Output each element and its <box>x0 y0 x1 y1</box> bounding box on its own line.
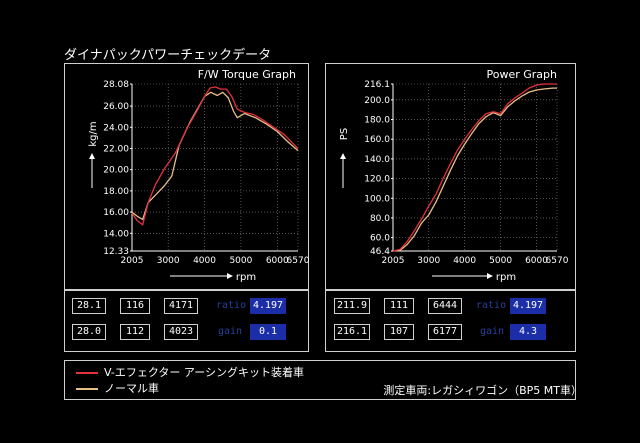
torque-x-axis-label: rpm <box>236 272 256 283</box>
power-series-modified <box>392 83 557 252</box>
page-title: ダイナパックパワーチェックデータ <box>64 48 272 63</box>
power-chart-title: Power Graph <box>487 68 558 81</box>
torque-y-tick-label: 14.00 <box>103 229 129 239</box>
torque-y-tick-label: 12.33 <box>103 247 129 257</box>
power-x-axis-label: rpm <box>496 272 516 283</box>
power-x-tick-label: 6570 <box>546 256 569 266</box>
legend-line-modified <box>76 372 98 374</box>
torque-y-tick-label: 16.00 <box>103 208 129 218</box>
power-series-stock <box>392 87 557 252</box>
power-peak-value: 216.1 <box>334 324 370 340</box>
power-y-tick-label: 120.0 <box>364 175 390 185</box>
torque-x-tick-label: 4000 <box>193 256 216 266</box>
power-gain-label: gain <box>480 326 505 337</box>
power-x-tick-label: 2005 <box>382 256 405 266</box>
power-y-tick-label: 140.0 <box>364 155 390 165</box>
power-gear-value: 111 <box>384 298 414 314</box>
power-y-tick-label: 160.0 <box>364 135 390 145</box>
power-rpm-value: 6177 <box>428 324 462 340</box>
power-ratio-label: ratio <box>476 300 507 311</box>
torque-gain-value: 0.1 <box>250 324 286 340</box>
torque-rpm-value: 4023 <box>164 324 198 340</box>
power-x-tick-label: 6000 <box>525 256 548 266</box>
vehicle-note: 測定車両:レガシィワゴン（BP5 MT車） <box>383 384 582 397</box>
power-y-tick-label: 100.0 <box>364 194 390 204</box>
torque-y-arrow-head <box>89 153 95 159</box>
torque-x-arrow-head <box>227 273 233 279</box>
torque-x-tick-label: 2005 <box>121 256 144 266</box>
legend-panel <box>64 360 576 400</box>
torque-y-tick-label: 22.00 <box>103 144 129 154</box>
torque-y-tick-label: 18.00 <box>103 187 129 197</box>
torque-x-tick-label: 6570 <box>287 256 310 266</box>
legend-label-stock: ノーマル車 <box>104 382 159 395</box>
power-y-tick-label: 200.0 <box>364 96 390 106</box>
torque-ratio-label: ratio <box>216 300 247 311</box>
power-y-arrow-head <box>340 153 346 159</box>
torque-rpm-value: 4171 <box>164 298 198 314</box>
torque-y-tick-label: 26.00 <box>103 102 129 112</box>
torque-series-stock <box>131 91 299 221</box>
legend-line-stock <box>76 388 98 390</box>
power-x-tick-label: 4000 <box>453 256 476 266</box>
power-y-tick-label: 180.0 <box>364 116 390 126</box>
power-peak-value: 211.9 <box>334 298 370 314</box>
power-x-arrow-head <box>487 273 493 279</box>
torque-gear-value: 112 <box>120 324 150 340</box>
torque-gear-value: 116 <box>120 298 150 314</box>
power-y-tick-label: 80.0 <box>370 214 390 224</box>
torque-chart-title: F/W Torque Graph <box>198 68 296 81</box>
power-ratio-value: 4.197 <box>510 298 546 314</box>
torque-readout-panel <box>64 290 309 352</box>
power-panel <box>325 63 576 290</box>
torque-y-axis-label: kg/m <box>88 121 99 146</box>
power-gear-value: 107 <box>384 324 414 340</box>
torque-x-tick-label: 3000 <box>157 256 180 266</box>
torque-x-tick-label: 5000 <box>229 256 252 266</box>
power-readout-panel <box>325 290 576 352</box>
legend-label-modified: V-エフェクター アーシングキット装着車 <box>104 366 305 379</box>
power-x-tick-label: 3000 <box>417 256 440 266</box>
power-y-axis-label: PS <box>339 128 350 140</box>
torque-x-tick-label: 6000 <box>266 256 289 266</box>
power-y-tick-label: 216.1 <box>364 80 390 90</box>
power-rpm-value: 6444 <box>428 298 462 314</box>
power-gain-value: 4.3 <box>510 324 546 340</box>
power-y-tick-label: 60.0 <box>370 234 390 244</box>
torque-peak-value: 28.1 <box>72 298 106 314</box>
torque-y-tick-label: 20.00 <box>103 166 129 176</box>
torque-y-tick-label: 24.00 <box>103 123 129 133</box>
power-x-tick-label: 5000 <box>489 256 512 266</box>
power-y-tick-label: 46.4 <box>370 247 390 257</box>
torque-ratio-value: 4.197 <box>250 298 286 314</box>
torque-y-tick-label: 28.08 <box>103 80 129 90</box>
torque-peak-value: 28.0 <box>72 324 106 340</box>
torque-series-modified <box>131 86 299 226</box>
torque-panel <box>64 63 309 290</box>
torque-gain-label: gain <box>218 326 243 337</box>
